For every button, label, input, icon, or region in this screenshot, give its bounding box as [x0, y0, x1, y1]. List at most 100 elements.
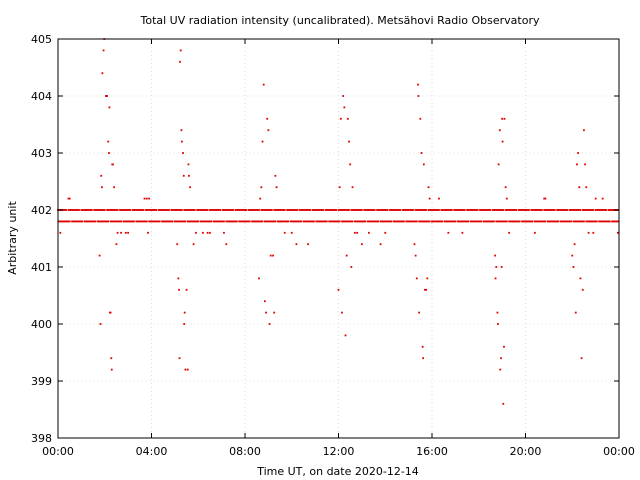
data-point — [295, 209, 298, 211]
data-point — [71, 220, 73, 223]
data-point — [337, 220, 340, 223]
data-point — [313, 220, 315, 223]
data-point — [601, 197, 604, 200]
data-point — [496, 209, 499, 211]
data-point — [295, 220, 298, 223]
data-point — [124, 220, 127, 223]
data-point — [351, 186, 354, 189]
data-point — [330, 209, 333, 211]
data-point — [83, 209, 86, 211]
data-point — [124, 231, 127, 234]
data-point — [553, 209, 556, 211]
data-point — [85, 220, 87, 223]
data-point — [392, 220, 395, 223]
data-point — [414, 254, 417, 257]
data-point — [519, 209, 522, 211]
data-point — [480, 209, 482, 211]
data-point — [117, 220, 120, 223]
data-point — [383, 209, 385, 211]
data-point — [572, 266, 575, 268]
data-point — [585, 186, 588, 189]
data-point — [299, 220, 301, 223]
data-point — [296, 209, 299, 211]
data-point — [244, 209, 246, 211]
data-point — [579, 220, 582, 223]
data-point — [290, 220, 293, 223]
data-point — [517, 209, 520, 211]
data-point — [102, 49, 105, 52]
data-point — [218, 209, 221, 211]
data-point — [239, 220, 242, 223]
data-point — [290, 209, 293, 211]
data-point — [283, 231, 286, 234]
data-point — [447, 209, 450, 211]
data-point — [248, 209, 251, 211]
data-point — [274, 209, 277, 211]
data-point — [484, 209, 487, 211]
data-point — [414, 209, 417, 211]
data-point — [508, 209, 511, 211]
data-point — [383, 220, 385, 223]
data-point — [72, 209, 75, 211]
data-point — [587, 209, 590, 211]
y-tick-label: 404 — [31, 90, 52, 103]
data-point — [560, 220, 563, 223]
y-tick-label: 403 — [31, 147, 52, 160]
data-point — [453, 220, 456, 223]
data-point — [275, 209, 278, 211]
data-point — [120, 209, 123, 211]
data-point — [421, 220, 424, 223]
data-point — [554, 220, 557, 223]
data-point — [467, 209, 470, 211]
data-point — [263, 220, 266, 223]
data-point — [163, 209, 166, 211]
data-point — [350, 220, 353, 223]
data-point — [321, 220, 324, 223]
data-point — [122, 220, 125, 223]
data-point — [461, 231, 464, 234]
data-point — [318, 209, 321, 211]
data-point — [601, 220, 604, 223]
data-point — [436, 209, 439, 211]
data-point — [87, 220, 90, 223]
data-point — [397, 209, 400, 211]
data-point — [524, 220, 527, 223]
data-point — [315, 209, 318, 211]
data-point — [193, 220, 196, 223]
data-point — [397, 220, 400, 223]
data-point — [384, 209, 387, 211]
data-point — [353, 220, 356, 223]
data-point — [106, 220, 108, 223]
data-point — [583, 220, 585, 223]
data-point — [148, 197, 151, 200]
data-point — [68, 220, 71, 223]
data-point — [377, 209, 380, 211]
data-point — [351, 220, 354, 223]
y-tick-label: 399 — [31, 375, 52, 388]
data-point — [71, 209, 73, 211]
data-point — [90, 220, 93, 223]
data-point — [126, 209, 128, 211]
data-point — [230, 220, 232, 223]
data-point — [578, 186, 581, 189]
data-point — [476, 220, 479, 223]
data-point — [87, 209, 90, 211]
data-point — [133, 209, 135, 211]
data-point — [205, 209, 208, 211]
data-point — [574, 311, 577, 314]
data-point — [459, 220, 461, 223]
data-point — [182, 220, 184, 223]
data-point — [593, 220, 596, 223]
data-point — [436, 220, 439, 223]
data-point — [367, 220, 370, 223]
data-point — [274, 220, 277, 223]
data-point — [509, 209, 512, 211]
data-point — [199, 209, 202, 211]
data-point — [127, 220, 130, 223]
data-point — [470, 220, 473, 223]
data-point — [300, 209, 302, 211]
data-point — [345, 209, 348, 211]
x-tick-label: 00:00 — [603, 445, 635, 458]
data-point — [223, 220, 225, 223]
data-point — [308, 209, 311, 211]
